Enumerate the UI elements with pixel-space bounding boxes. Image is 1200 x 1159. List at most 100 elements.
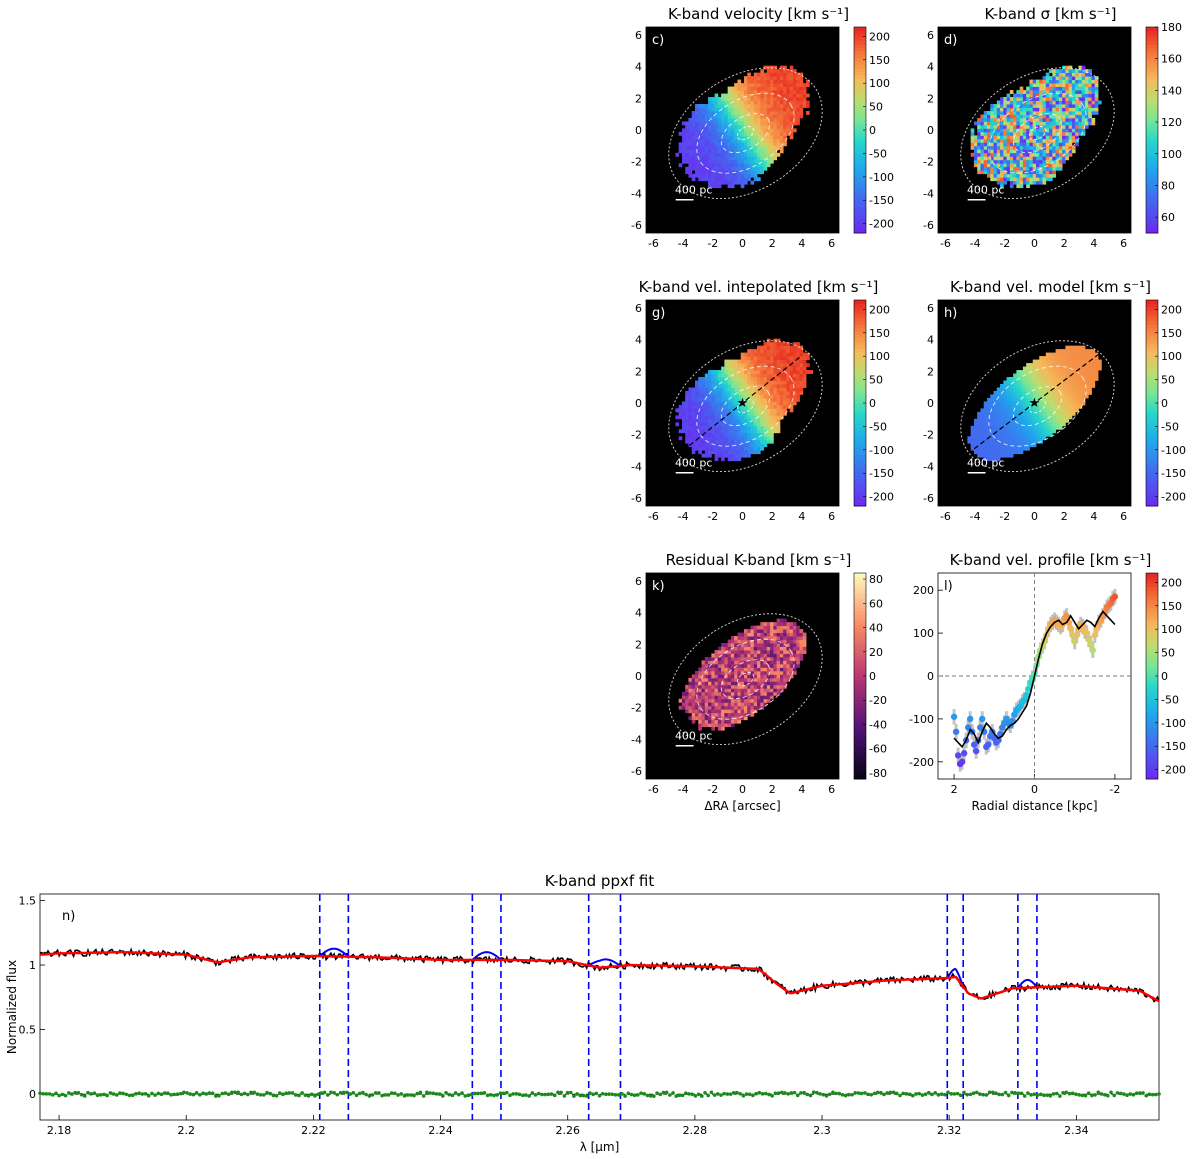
map-pixel <box>694 443 699 448</box>
map-pixel <box>1019 377 1024 381</box>
map-pixel <box>694 121 699 126</box>
x-tick-label: 2 <box>769 510 776 523</box>
map-pixel <box>721 114 725 119</box>
map-pixel <box>993 110 998 115</box>
map-pixel <box>783 342 787 347</box>
map-pixel <box>986 432 991 437</box>
map-pixel <box>701 377 706 381</box>
colorbar-tick-label: -50 <box>869 147 887 160</box>
map-pixel <box>1026 383 1030 388</box>
map-pixel <box>993 124 998 129</box>
map-pixel <box>688 142 693 147</box>
map-pixel <box>711 166 715 171</box>
map-pixel <box>799 366 804 371</box>
map-pixel <box>753 695 758 700</box>
map-pixel <box>773 138 778 143</box>
map-pixel <box>737 698 742 703</box>
map-pixel <box>779 663 784 668</box>
map-pixel <box>1029 429 1034 434</box>
map-pixel <box>701 667 706 672</box>
map-pixel <box>1081 349 1086 354</box>
map-pixel <box>786 114 791 119</box>
map-pixel <box>691 131 696 136</box>
map-pixel <box>779 69 784 74</box>
map-pixel <box>698 712 702 717</box>
map-pixel <box>691 397 696 402</box>
map-pixel <box>704 166 709 171</box>
map-pixel <box>983 436 988 441</box>
map-pixel <box>724 688 729 693</box>
map-pixel <box>734 681 738 686</box>
map-pixel <box>1049 383 1053 388</box>
map-pixel <box>980 170 985 175</box>
map-pixel <box>779 656 784 661</box>
map-pixel <box>737 124 742 129</box>
map-pixel <box>977 446 981 451</box>
map-pixel <box>1042 363 1047 367</box>
isophote-contour <box>1012 113 1063 154</box>
map-pixel <box>685 432 689 437</box>
map-pixel <box>773 107 778 112</box>
map-pixel <box>1019 397 1024 402</box>
map-pixel <box>1058 387 1063 392</box>
map-pixel <box>698 404 702 409</box>
map-pixel <box>802 373 807 378</box>
map-pixel <box>760 90 764 94</box>
map-pixel <box>763 656 768 661</box>
colorbar-segment <box>1146 222 1158 227</box>
map-pixel <box>747 142 751 147</box>
map-pixel <box>714 401 719 406</box>
map-pixel <box>779 404 784 409</box>
map-pixel <box>714 408 719 413</box>
map-pixel <box>740 170 745 175</box>
map-pixel <box>753 135 758 140</box>
map-pixel <box>743 83 748 87</box>
map-pixel <box>681 415 686 420</box>
map-pixel <box>1062 370 1066 374</box>
colorbar-segment <box>854 334 866 339</box>
map-pixel <box>727 450 732 455</box>
map-pixel <box>789 349 794 354</box>
map-pixel <box>711 380 715 385</box>
map-pixel <box>1016 184 1021 189</box>
map-pixel <box>792 69 797 74</box>
map-pixel <box>717 660 722 665</box>
map-pixel <box>747 404 751 409</box>
map-pixel <box>766 656 771 661</box>
map-pixel <box>1065 145 1070 150</box>
map-pixel <box>766 373 771 378</box>
colorbar-segment <box>854 313 866 318</box>
map-pixel <box>760 429 764 434</box>
map-pixel <box>737 646 742 651</box>
colorbar-segment <box>854 679 866 684</box>
map-pixel <box>783 79 787 84</box>
map-pixel <box>1009 387 1014 392</box>
map-pixel <box>753 104 758 108</box>
colorbar-segment <box>854 324 866 328</box>
map-pixel <box>1016 163 1021 168</box>
map-pixel <box>770 643 774 647</box>
colorbar-segment <box>854 212 866 217</box>
map-pixel <box>986 121 991 126</box>
map-pixel <box>701 394 706 399</box>
map-pixel <box>730 387 735 392</box>
map-pixel <box>734 439 738 444</box>
map-pixel <box>727 124 732 129</box>
map-pixel <box>704 117 709 122</box>
colorbar-segment <box>1146 102 1158 107</box>
map-pixel <box>1091 90 1096 94</box>
map-pixel <box>1068 370 1073 374</box>
map-pixel <box>1022 124 1027 129</box>
map-pixel <box>1022 163 1027 168</box>
map-pixel <box>717 152 722 157</box>
map-pixel <box>779 90 784 94</box>
map-pixel <box>717 114 722 119</box>
map-pixel <box>717 415 722 420</box>
map-pixel <box>1078 121 1083 126</box>
map-pixel <box>753 656 758 661</box>
map-pixel <box>977 145 981 150</box>
map-pixel <box>990 128 994 133</box>
map-pixel <box>701 131 706 136</box>
map-pixel <box>776 397 781 402</box>
map-pixel <box>770 404 774 409</box>
